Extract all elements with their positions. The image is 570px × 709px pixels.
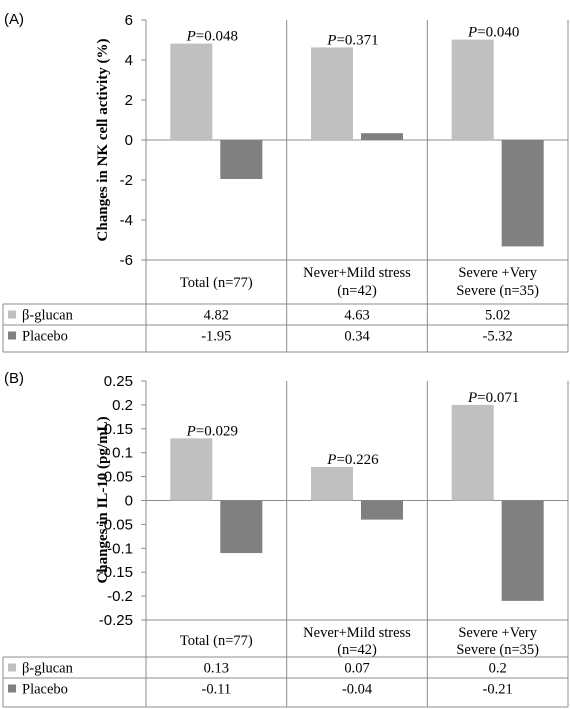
- p-value-annotation: P=0.040: [467, 25, 519, 41]
- table-value: -0.21: [483, 682, 513, 698]
- table-value: 0.07: [344, 661, 369, 677]
- y-tick-label: 0.05: [104, 469, 133, 486]
- table-value: 5.02: [485, 308, 510, 324]
- table-value: 0.34: [344, 329, 370, 345]
- p-value-annotation: P=0.029: [186, 423, 238, 439]
- p-value-annotation: P=0.371: [326, 32, 378, 48]
- table-value: 4.63: [344, 308, 369, 324]
- p-value-annotation: P=0.226: [326, 452, 379, 468]
- y-tick-label: 0.1: [112, 445, 133, 462]
- legend-swatch: [8, 663, 16, 672]
- bar-beta-glucan: [451, 404, 494, 501]
- y-tick-label: 0: [125, 132, 133, 149]
- y-tick-label: 2: [125, 92, 133, 109]
- legend-series-name: β-glucan: [22, 308, 74, 324]
- table-value: 0.13: [204, 661, 229, 677]
- bar-beta-glucan: [170, 43, 213, 140]
- y-tick-label: -0.2: [107, 588, 133, 605]
- p-value-annotation: P=0.048: [186, 29, 238, 45]
- y-axis-label: Changes in IL-10 (pg/mL): [95, 416, 111, 583]
- bar-placebo: [220, 140, 263, 179]
- category-label: Severe +Very Severe (n=35): [456, 625, 539, 658]
- y-tick-label: 0.15: [104, 421, 133, 438]
- category-label: Total (n=77): [180, 275, 253, 291]
- legend-swatch: [8, 684, 16, 693]
- bar-beta-glucan: [451, 39, 494, 140]
- table-value: -1.95: [201, 329, 231, 345]
- bar-beta-glucan: [170, 438, 213, 501]
- y-tick-label: 0.25: [104, 373, 133, 390]
- bar-placebo: [361, 133, 403, 140]
- legend-swatch: [8, 331, 16, 340]
- category-label: Total (n=77): [180, 633, 253, 649]
- y-tick-label: -0.15: [99, 564, 133, 581]
- table-value: -0.04: [342, 682, 373, 698]
- table-value: 4.82: [204, 308, 229, 324]
- y-tick-label: -0.1: [107, 540, 133, 557]
- chart-panel-1: (A) Changes in NK cell activity (%) 6 4 2 0 -2…: [2, 11, 569, 353]
- bar-placebo: [501, 140, 544, 247]
- y-tick-label: -0.05: [99, 516, 133, 533]
- bar-beta-glucan: [311, 467, 353, 501]
- y-tick-label: 0: [125, 493, 133, 510]
- y-axis-label: Changes in NK cell activity (%): [95, 39, 111, 242]
- bar-placebo: [361, 500, 403, 520]
- bar-beta-glucan: [311, 47, 353, 140]
- legend-series-name: Placebo: [22, 329, 68, 345]
- p-value-annotation: P=0.071: [467, 390, 519, 406]
- table-value: 0.2: [489, 661, 507, 677]
- category-label: Severe +Very Severe (n=35): [456, 265, 539, 299]
- y-tick-label: -0.25: [99, 612, 133, 629]
- bar-placebo: [220, 500, 263, 554]
- bar-placebo: [501, 500, 544, 601]
- y-tick-label: 4: [125, 52, 133, 69]
- table-value: -0.11: [201, 682, 231, 698]
- category-label: Never+Mild stress (n=42): [303, 625, 411, 658]
- legend-series-name: β-glucan: [22, 661, 74, 677]
- y-tick-label: 6: [125, 12, 133, 29]
- y-tick-label: -6: [120, 252, 133, 269]
- y-tick-label: 0.2: [112, 397, 133, 414]
- panel-label: (A): [4, 11, 24, 28]
- y-tick-label: -4: [120, 212, 133, 229]
- legend-series-name: Placebo: [22, 682, 68, 698]
- table-value: -5.32: [483, 329, 513, 345]
- chart-panel-2: (B) Changes in IL-10 (pg/mL) 0.25 0.2 0.15 0.…: [2, 370, 569, 708]
- y-tick-label: -2: [120, 172, 133, 189]
- category-label: Never+Mild stress (n=42): [303, 265, 411, 299]
- panel-label: (B): [4, 370, 24, 387]
- legend-swatch: [8, 310, 16, 319]
